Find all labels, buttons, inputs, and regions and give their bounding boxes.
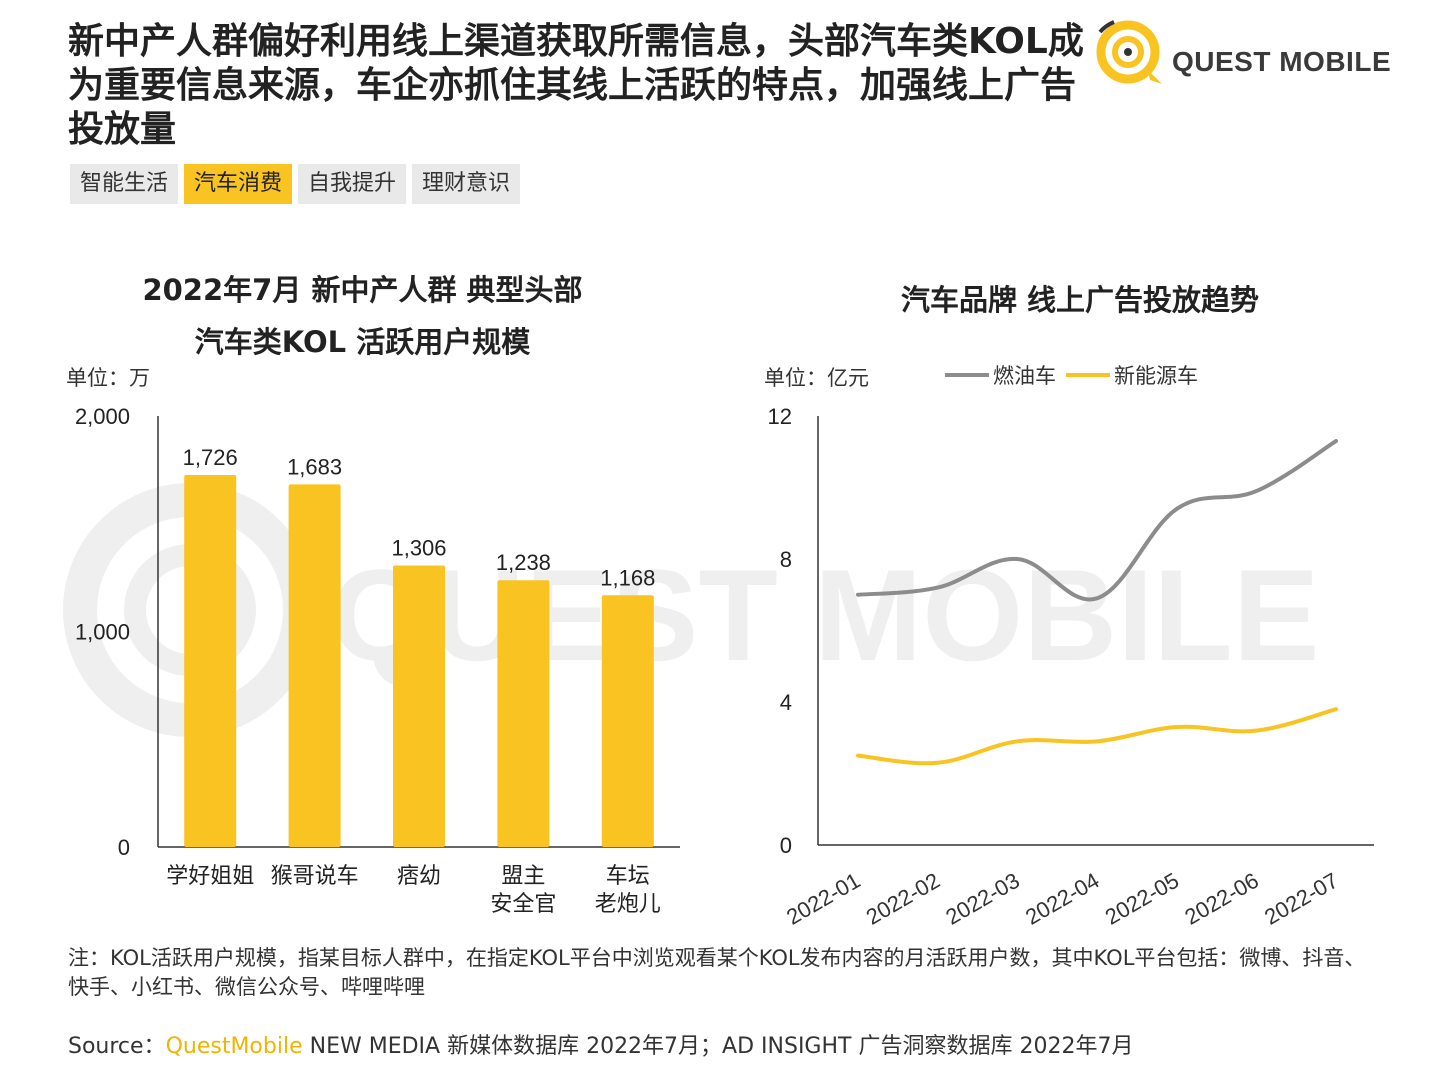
- bar-value-label: 1,683: [287, 454, 342, 479]
- line-x-tick-label: 2022-01: [782, 868, 864, 930]
- quest-mobile-logo-icon: [1096, 20, 1162, 84]
- bar-value-label: 1,306: [391, 536, 446, 561]
- bar-chart-title-line2: 汽车类KOL 活跃用户规模: [194, 325, 531, 359]
- bar-y-tick-label: 0: [118, 835, 130, 860]
- source-brand: QuestMobile: [165, 1034, 303, 1059]
- bar-chart: 0 1,000 2,000 1,726 学好姐姐 1,683 猴哥说车 1,306 痞幼 1,23…: [75, 404, 680, 917]
- footnote: 注：KOL活跃用户规模，指某目标人群中，在指定KOL平台中浏览观看某个KOL发布…: [68, 946, 1366, 999]
- bar-value-label: 1,238: [496, 550, 551, 575]
- line-chart-unit: 单位：亿元: [764, 366, 869, 390]
- bar-y-tick-label: 2,000: [75, 404, 130, 429]
- line-y-tick-label: 12: [768, 404, 792, 429]
- line-x-tick-label: 2022-04: [1021, 868, 1103, 930]
- legend-swatch-fuel: [945, 373, 989, 377]
- bar-category-label: 学好姐姐: [166, 864, 254, 889]
- source-prefix: Source：: [68, 1034, 166, 1059]
- bar-category-label: 猴哥说车: [271, 864, 359, 889]
- bar-value-label: 1,726: [183, 445, 238, 470]
- legend-label-fuel: 燃油车: [993, 364, 1056, 388]
- logo-text: QUEST MOBILE: [1172, 46, 1392, 77]
- tab-finance-awareness[interactable]: 理财意识: [412, 164, 521, 204]
- line-x-tick-label: 2022-03: [941, 868, 1023, 930]
- legend-item-nev: 新能源车: [1066, 360, 1198, 390]
- bar-category-label-line2: 安全官: [490, 892, 556, 917]
- legend-label-nev: 新能源车: [1114, 364, 1198, 388]
- series-line-nev: [856, 707, 1338, 766]
- bar-category-label-line2: 老炮儿: [595, 892, 661, 917]
- bar: [288, 484, 341, 847]
- bar-category-label: 盟主: [501, 864, 545, 889]
- line-chart-title: 汽车品牌 线上广告投放趋势: [900, 283, 1260, 317]
- source-line: Source：QuestMobile NEW MEDIA 新媒体数据库 2022…: [68, 1028, 1133, 1060]
- legend-swatch-nev: [1066, 373, 1110, 377]
- watermark-text: QUEST MOBILE: [330, 542, 1319, 688]
- line-y-tick-label: 8: [780, 547, 792, 572]
- tab-self-improvement[interactable]: 自我提升: [298, 164, 407, 204]
- line-x-tick-label: 2022-07: [1260, 868, 1342, 930]
- line-y-tick-label: 0: [780, 833, 792, 858]
- bar-y-tick-label: 1,000: [75, 620, 130, 645]
- line-x-tick-label: 2022-06: [1180, 868, 1262, 930]
- bar-chart-title-line1: 2022年7月 新中产人群 典型头部: [142, 273, 583, 307]
- bar-chart-unit: 单位：万: [66, 366, 150, 390]
- bar-category-label: 痞幼: [397, 864, 441, 889]
- line-x-tick-label: 2022-05: [1101, 868, 1183, 930]
- line-y-tick-label: 4: [780, 690, 792, 715]
- series-line-fuel: [856, 439, 1338, 602]
- legend-item-fuel: 燃油车: [945, 360, 1056, 390]
- tab-auto-consumption[interactable]: 汽车消费: [184, 164, 293, 204]
- topic-tabs: 智能生活 汽车消费 自我提升 理财意识: [70, 164, 521, 204]
- bar-value-label: 1,168: [600, 565, 655, 590]
- bar: [497, 580, 550, 847]
- bar-category-label: 车坛: [606, 864, 650, 889]
- source-rest: NEW MEDIA 新媒体数据库 2022年7月；AD INSIGHT 广告洞察…: [302, 1034, 1134, 1059]
- line-x-tick-label: 2022-02: [862, 868, 944, 930]
- tab-smart-life[interactable]: 智能生活: [70, 164, 179, 204]
- bar: [184, 475, 237, 847]
- line-chart: 0 4 8 12 2022-012022-022022-032022-042022-05…: [768, 404, 1374, 930]
- page-headline: 新中产人群偏好利用线上渠道获取所需信息，头部汽车类KOL成为重要信息来源，车企亦…: [68, 21, 1084, 150]
- bar: [601, 595, 654, 847]
- line-chart-legend: 燃油车 新能源车: [945, 360, 1198, 390]
- bar: [393, 565, 445, 847]
